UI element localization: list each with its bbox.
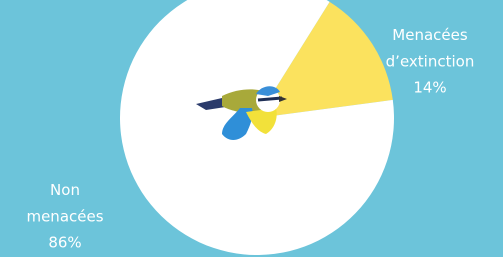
- bird-eye-stripe: [258, 98, 282, 100]
- chart: Menacéesd’extinction14%Nonmenacées86%: [0, 0, 503, 257]
- value-label: 14%: [413, 79, 446, 97]
- value-label: 86%: [48, 234, 81, 252]
